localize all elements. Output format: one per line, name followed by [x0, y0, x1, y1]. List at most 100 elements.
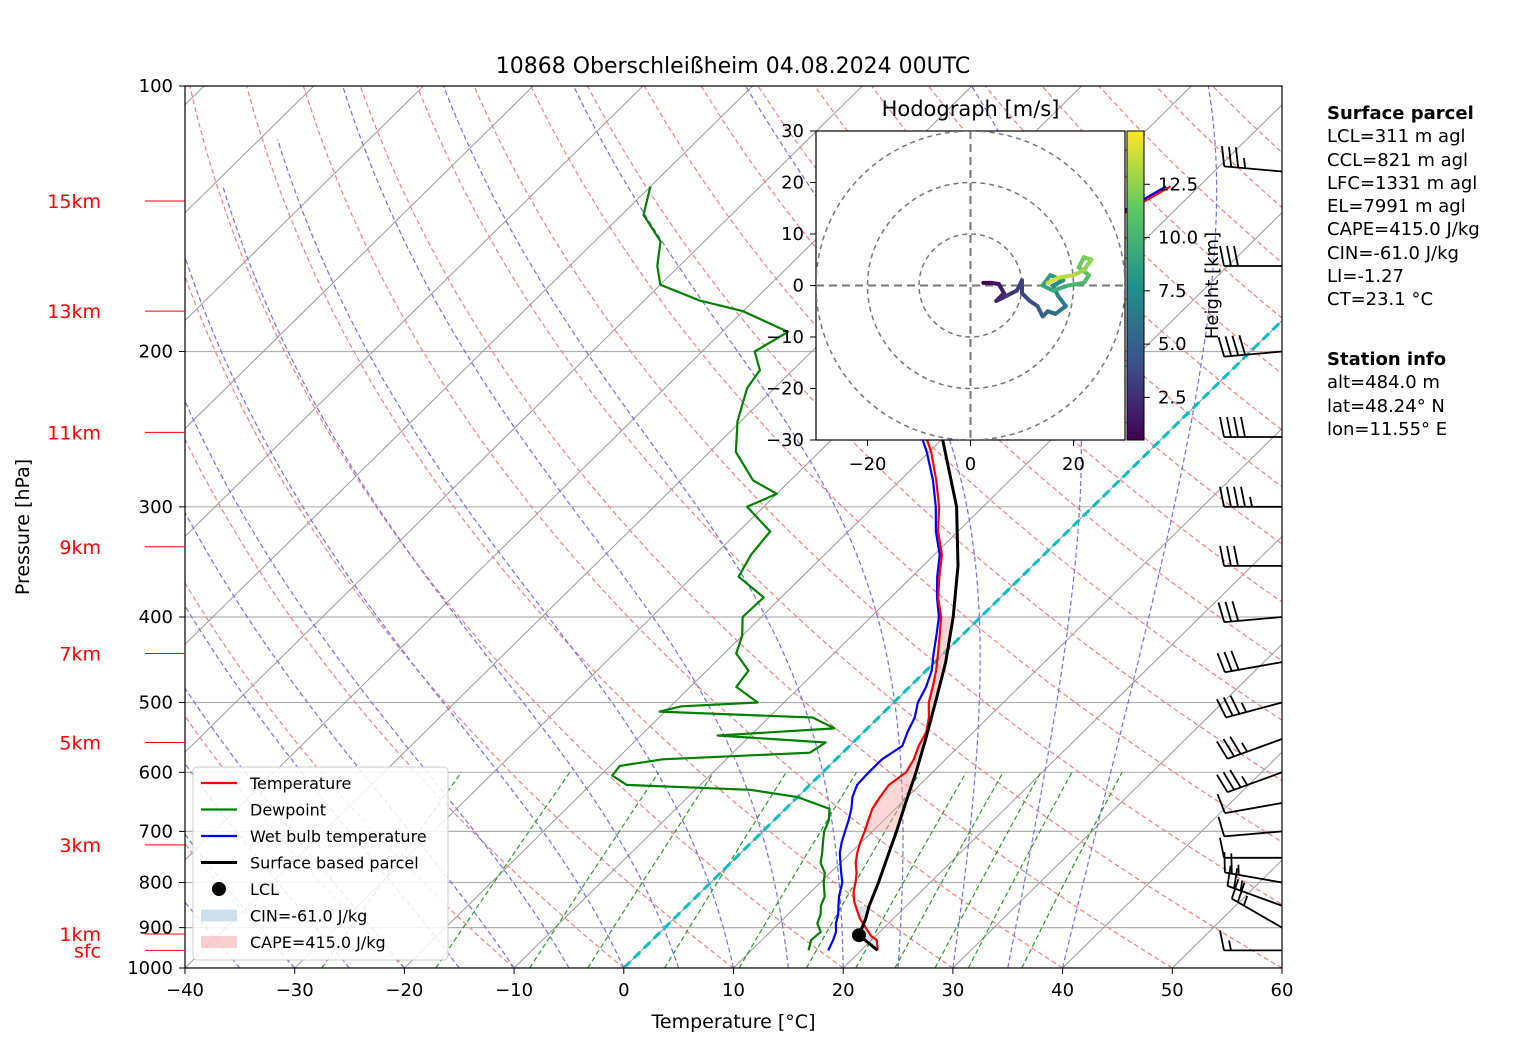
x-tick-label: −10: [495, 980, 533, 1001]
mixing-ratio-line: [664, 771, 787, 968]
barb-flag: [1231, 601, 1240, 622]
barb-flag: [1226, 545, 1232, 567]
hodograph-plot: [816, 131, 1125, 440]
barb-flag: [1216, 698, 1227, 718]
moist-adiabat: [1062, 86, 1218, 968]
isotherm-line: [513, 211, 1282, 968]
mixing-ratio-line: [529, 771, 660, 968]
mixing-ratio-line: [967, 772, 1073, 968]
wind-barb: [1219, 245, 1283, 267]
height-label: 5km: [59, 732, 101, 754]
barb-flag: [1217, 602, 1226, 623]
y-tick-label: 1000: [127, 958, 173, 979]
barb-flag: [1235, 147, 1240, 168]
barb-flag: [1217, 336, 1226, 357]
wind-barb: [1216, 736, 1283, 760]
barb-flag: [1216, 740, 1229, 760]
hodograph-segment: [1045, 275, 1060, 285]
wind-barb: [1219, 837, 1283, 859]
y-tick-label: 600: [139, 762, 173, 783]
x-tick-label: 50: [1161, 980, 1184, 1001]
barb-flag: [1226, 486, 1232, 507]
colorbar: [1126, 130, 1145, 441]
barb-half: [1228, 940, 1232, 951]
x-tick-label: 10: [722, 980, 745, 1001]
wind-barb: [1219, 416, 1283, 438]
colorbar-tick-label: 5.0: [1158, 334, 1187, 355]
barb-flag: [1226, 865, 1232, 887]
wind-barb: [1217, 601, 1283, 623]
wind-barb: [1217, 334, 1283, 358]
hodograph-y-label: −20: [766, 379, 804, 400]
moist-adiabat: [277, 139, 735, 968]
barb-half: [1249, 496, 1253, 507]
barb-flag: [1230, 650, 1240, 671]
mixing-ratio-line: [894, 772, 1004, 968]
isotherm-line: [952, 643, 1282, 968]
legend-label: Wet bulb temperature: [250, 827, 427, 846]
barb-staff: [1227, 738, 1283, 760]
barb-flag: [1233, 545, 1239, 567]
mixing-ratio-line: [587, 771, 715, 968]
barb-flag: [1238, 334, 1246, 355]
mixing-ratio-line: [934, 772, 1042, 968]
wind-barb: [1216, 695, 1283, 719]
mixing-ratio-line: [738, 771, 858, 968]
surface-parcel-title: Surface parcel: [1327, 103, 1474, 124]
height-label: 7km: [59, 644, 101, 666]
wind-barb: [1221, 146, 1283, 173]
surface-parcel-panel: Surface parcel LCL=311 m agl CCL=821 m ag…: [1327, 102, 1480, 312]
wind-barb: [1226, 865, 1283, 907]
barb-half: [1243, 895, 1249, 906]
y-axis-label: Pressure [hPa]: [12, 459, 34, 595]
barb-flag: [1226, 245, 1232, 267]
legend-patch: [201, 909, 237, 922]
surface-parcel-values: LCL=311 m agl CCL=821 m agl LFC=1331 m agl…: [1327, 125, 1480, 311]
surface-parcel-line: CT=23.1 °C: [1327, 289, 1434, 311]
dry-adiabat: [473, 86, 1282, 906]
moist-adiabat: [442, 86, 844, 968]
x-tick-label: 20: [832, 980, 855, 1001]
surface-parcel-line: LI=-1.27: [1327, 266, 1404, 288]
height-label: 9km: [59, 537, 101, 559]
barb-staff: [1224, 871, 1283, 884]
isotherm-line: [404, 104, 1282, 968]
y-tick-label: 900: [139, 918, 173, 939]
hodograph-segment: [1040, 273, 1053, 288]
barb-flag: [1222, 771, 1235, 791]
isotherm-line: [185, 86, 644, 538]
legend-box: [192, 766, 449, 961]
barb-flag: [1219, 486, 1225, 507]
moist-adiabat: [185, 399, 570, 968]
barb-staff: [1224, 830, 1283, 838]
wind-barb: [1216, 769, 1283, 794]
dry-adiabat: [185, 274, 734, 968]
dry-adiabat: [530, 86, 1282, 843]
x-tick-label: −40: [166, 980, 204, 1001]
x-axis-label: Temperature [°C]: [651, 1011, 816, 1033]
isotherm-line: [185, 86, 534, 430]
barb-staff: [1231, 897, 1283, 929]
barb-staff: [1224, 661, 1283, 674]
surface-parcel-line: LFC=1331 m agl: [1327, 172, 1478, 194]
y-tick-label: 100: [139, 76, 173, 97]
barb-flag: [1219, 930, 1225, 951]
x-tick-label: 0: [618, 980, 629, 1001]
dewpoint-line: [611, 186, 836, 951]
barb-flag: [1240, 416, 1246, 438]
barb-flag: [1217, 816, 1226, 837]
colorbar-tick-label: 12.5: [1158, 174, 1198, 195]
hodograph-y-label: 20: [781, 173, 804, 194]
legend-marker: [212, 882, 226, 896]
barb-flag: [1222, 697, 1234, 717]
barb-flag: [1229, 769, 1242, 788]
barb-flag: [1233, 416, 1239, 438]
colorbar-label: Height [km]: [1202, 232, 1223, 339]
y-tick-label: 300: [139, 497, 173, 518]
x-tick-label: −30: [276, 980, 314, 1001]
barb-flag: [1226, 416, 1232, 438]
dry-adiabat: [871, 86, 1282, 488]
isotherm-line: [185, 86, 863, 753]
